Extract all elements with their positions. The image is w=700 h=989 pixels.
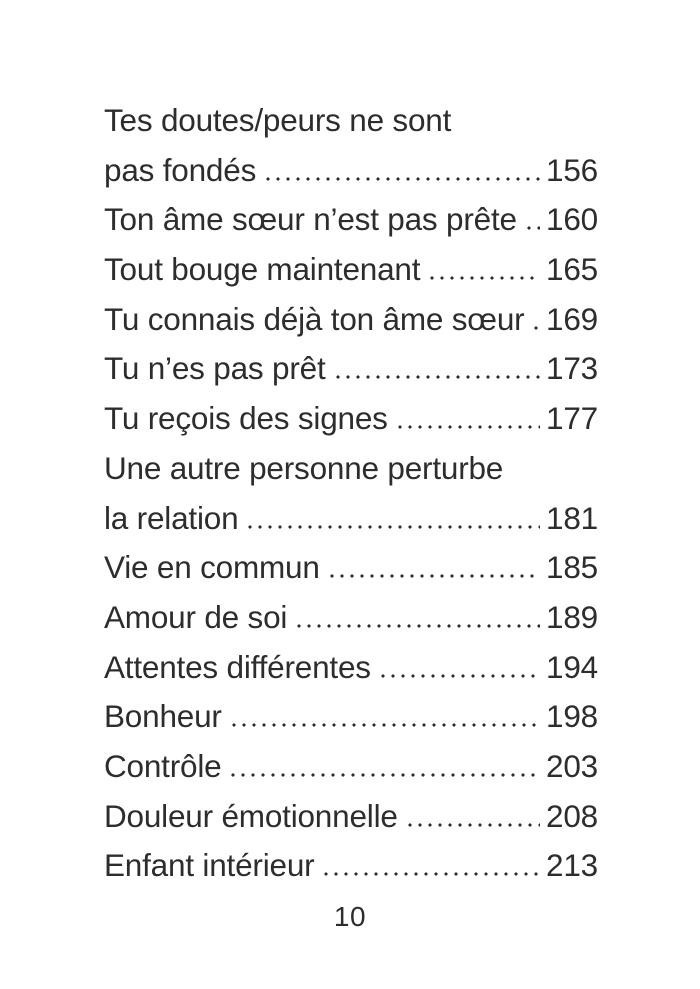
toc-entry-page-number: 213	[546, 847, 598, 884]
dot-leader	[427, 276, 541, 281]
toc-entry-line: Tu n’es pas prêt 173	[104, 344, 598, 394]
toc-entry-line: Enfant intérieur 213	[104, 841, 598, 891]
toc-entry-line: la relation 181	[104, 494, 598, 544]
toc-entry-title: Douleur émotionnelle	[104, 797, 398, 834]
toc-entry-title: pas fondés	[104, 151, 257, 188]
dot-leader	[531, 325, 541, 330]
toc-entry-page-number: 185	[546, 549, 598, 586]
toc-entry-title: Une autre personne perturbe	[104, 449, 504, 486]
toc-entry-title: Ton âme sœur n’est pas prête	[104, 201, 517, 238]
toc-entry-line: Contrôle 203	[104, 742, 598, 792]
toc-entry-line: Douleur émotionnelle 208	[104, 792, 598, 842]
toc-entry-title: Contrôle	[104, 747, 222, 784]
toc-entry-page-number: 160	[546, 201, 598, 238]
toc-entry-title: Bonheur	[104, 698, 222, 735]
toc-entry-line: pas fondés 156	[104, 146, 598, 196]
dot-leader	[394, 425, 541, 430]
dot-leader	[263, 176, 541, 181]
dot-leader	[294, 623, 541, 628]
dot-leader	[523, 226, 541, 231]
toc-entry-title: Enfant intérieur	[104, 847, 315, 884]
toc-entry-page-number: 181	[546, 499, 598, 536]
dot-leader	[321, 872, 541, 877]
toc-entry-line: Tu connais déjà ton âme sœur 169	[104, 295, 598, 345]
dot-leader	[326, 574, 541, 579]
dot-leader	[404, 822, 541, 827]
dot-leader	[332, 375, 541, 380]
toc-entry-page-number: 169	[546, 300, 598, 337]
toc-entry-page-number: 194	[546, 648, 598, 685]
dot-leader	[377, 673, 541, 678]
toc-entry-page-number: 198	[546, 698, 598, 735]
toc-entry-line: Une autre personne perturbe	[104, 444, 598, 494]
toc-entry-page-number: 208	[546, 797, 598, 834]
toc-entry-line: Tu reçois des signes 177	[104, 394, 598, 444]
toc-entry-page-number: 173	[546, 350, 598, 387]
page-number: 10	[333, 901, 367, 932]
toc-entry-page-number: 165	[546, 251, 598, 288]
toc-entry-title: Amour de soi	[104, 598, 288, 635]
toc-entry-line: Amour de soi 189	[104, 593, 598, 643]
toc-entry-title: la relation	[104, 499, 239, 536]
toc-entry-line: Vie en commun 185	[104, 543, 598, 593]
toc-entry-page-number: 156	[546, 151, 598, 188]
toc-entry-title: Tout bouge maintenant	[104, 251, 421, 288]
toc-entry-title: Tu connais déjà ton âme sœur	[104, 300, 525, 337]
toc-entry-page-number: 203	[546, 747, 598, 784]
toc-entry-line: Tes doutes/peurs ne sont	[104, 96, 598, 146]
toc-entry-line: Bonheur 198	[104, 692, 598, 742]
toc-entry-title: Vie en commun	[104, 549, 320, 586]
dot-leader	[228, 772, 541, 777]
toc-entry-line: Attentes différentes 194	[104, 643, 598, 693]
toc-entry-line: Tout bouge maintenant 165	[104, 245, 598, 295]
toc-entry-page-number: 177	[546, 400, 598, 437]
toc-entry-title: Tes doutes/peurs ne sont	[104, 102, 452, 138]
toc-entry-title: Attentes différentes	[104, 648, 371, 685]
dot-leader	[245, 524, 541, 529]
toc-entry-title: Tu reçois des signes	[104, 400, 388, 437]
table-of-contents: Tes doutes/peurs ne sont pas fondés 156 Ton…	[104, 96, 598, 891]
toc-entry-line: Ton âme sœur n’est pas prête 160	[104, 195, 598, 245]
toc-entry-page-number: 189	[546, 598, 598, 635]
toc-entry-title: Tu n’es pas prêt	[104, 350, 326, 387]
dot-leader	[228, 723, 541, 728]
